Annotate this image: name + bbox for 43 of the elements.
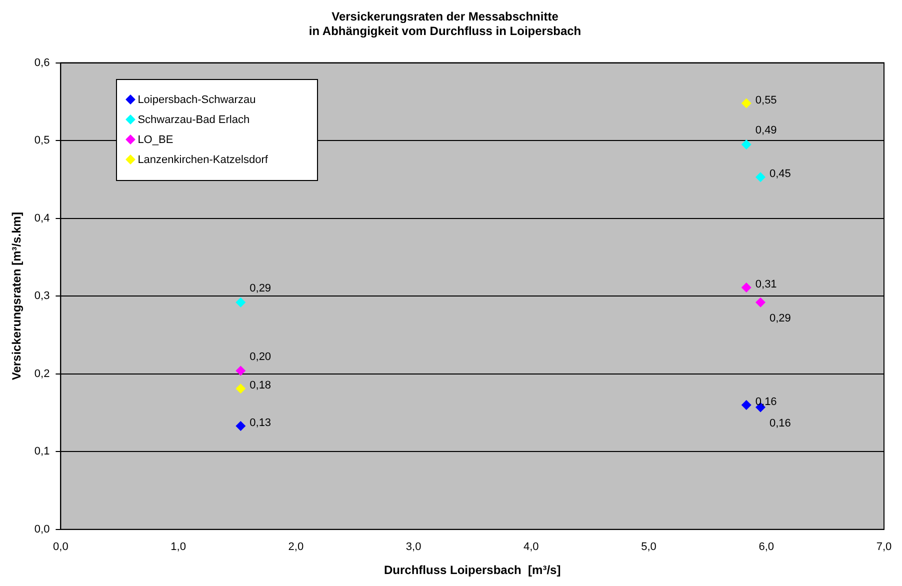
legend-label: LO_BE: [138, 134, 174, 146]
point: [236, 420, 246, 431]
point: [756, 297, 766, 308]
x-tick-label: 7,0: [876, 541, 892, 554]
y-tick-label: 0,0: [34, 523, 50, 536]
x-axis-title: Durchfluss Loipersbach [m³/s]: [384, 563, 561, 578]
data-label: 0,49: [755, 124, 777, 136]
x-tick-label: 1,0: [170, 541, 186, 554]
y-tick-label: 0,2: [34, 368, 50, 380]
x-tick-label: 2,0: [288, 541, 304, 554]
point: [756, 172, 766, 182]
point: [741, 139, 752, 150]
x-tick-label: 6,0: [758, 541, 774, 554]
y-tick-label: 0,6: [34, 56, 50, 69]
y-tick-label: 0,4: [34, 212, 50, 224]
point: [741, 400, 752, 410]
point: [741, 282, 752, 293]
legend-label: Loipersbach-Schwarzau: [138, 94, 256, 106]
data-label: 0,18: [250, 380, 272, 392]
x-tick-label: 0,0: [53, 541, 68, 554]
point: [741, 98, 752, 108]
data-label: 0,45: [770, 168, 791, 180]
point: [236, 384, 246, 394]
data-label: 0,16: [770, 417, 791, 430]
point: [236, 366, 246, 376]
chart-title: Versickerungsraten der Messabschnitte in Abhängigkeit vom Durchfluss in Loipersbach: [308, 10, 582, 38]
y-axis-title: Versickerungsraten [m³/s.km]: [10, 212, 24, 380]
x-tick-label: 5,0: [641, 541, 656, 554]
data-label: 0,55: [755, 94, 777, 106]
y-tick-label: 0,1: [34, 446, 50, 458]
x-tick-label: 3,0: [406, 541, 422, 554]
point: [236, 297, 246, 308]
data-label: 0,20: [250, 350, 272, 363]
x-tick-label: 4,0: [524, 541, 539, 554]
y-tick-label: 0,3: [34, 290, 50, 302]
data-label: 0,13: [250, 417, 272, 429]
data-label: 0,29: [250, 282, 272, 294]
legend-label: Lanzenkirchen-Katzelsdorf: [138, 154, 268, 166]
y-tick-label: 0,5: [34, 134, 50, 147]
data-label: 0,29: [770, 312, 791, 324]
data-label: 0,16: [755, 396, 777, 408]
legend-label: Schwarzau-Bad Erlach: [138, 114, 250, 126]
data-label: 0,31: [755, 278, 777, 291]
